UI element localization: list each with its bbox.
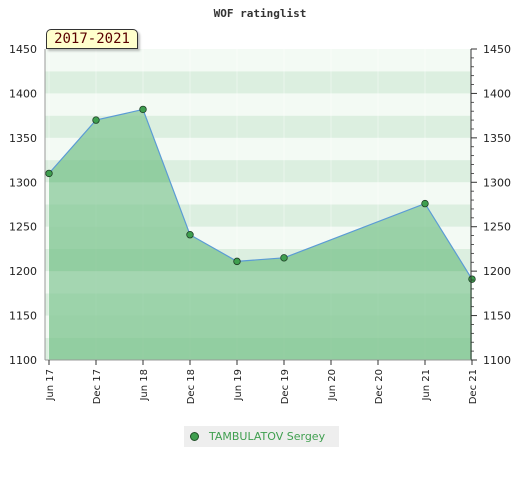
rating-points: [45, 105, 476, 283]
data-point: [280, 254, 288, 262]
axes: [44, 49, 472, 361]
y-axis-right: 1100 1150 1200 1250 1300 1350 1400 1450: [471, 43, 511, 367]
legend-marker-icon: [190, 432, 199, 441]
x-tick-label: Jun 17: [45, 369, 56, 402]
area-stripe: [49, 271, 471, 316]
x-tick-label: Dec 21: [468, 369, 479, 404]
data-point: [45, 169, 53, 178]
data-point: [92, 116, 100, 124]
x-tick-label: Jun 21: [421, 369, 432, 402]
data-point: [468, 275, 476, 283]
area-fill: [49, 109, 472, 361]
period-label: 2017-2021: [46, 29, 138, 49]
x-tick-label: Dec 17: [92, 369, 103, 404]
y-tick-label-left: 1300: [9, 176, 37, 189]
band: [45, 71, 471, 94]
x-tick-label: Jun 19: [233, 369, 244, 402]
series-line: [48, 108, 473, 280]
x-axis: Jun 17 Dec 17 Jun 18 Dec 18 Jun 19 Dec 19 Jun …: [45, 360, 479, 404]
legend[interactable]: TAMBULATOV Sergey: [184, 426, 339, 447]
y-tick-label-left: 1350: [9, 132, 37, 145]
y-tick-label-right: 1200: [483, 265, 511, 278]
y-tick-label-left: 1100: [9, 354, 37, 367]
x-tick-label: Dec 18: [186, 369, 197, 404]
y-tick-label-right: 1250: [483, 221, 511, 234]
chart-title: WOF ratinglist: [214, 7, 307, 20]
y-tick-label-right: 1450: [483, 43, 511, 56]
band: [45, 93, 471, 116]
x-tick-label: Jun 18: [139, 369, 150, 402]
y-tick-label-left: 1400: [9, 87, 37, 100]
y-tick-label-left: 1250: [9, 221, 37, 234]
x-tick-label: Dec 19: [280, 369, 291, 404]
data-point: [233, 257, 241, 266]
x-tick-label: Dec 20: [374, 369, 385, 404]
y-tick-label-right: 1300: [483, 176, 511, 189]
y-tick-label-left: 1200: [9, 265, 37, 278]
data-point: [186, 231, 194, 239]
rating-line: [48, 108, 473, 280]
y-axis-left: 1100 1150 1200 1250 1300 1350 1400 1450: [9, 43, 37, 367]
area-stripe: [49, 315, 471, 360]
y-tick-label-right: 1350: [483, 132, 511, 145]
data-point: [139, 105, 147, 114]
x-tick-label: Jun 20: [327, 369, 338, 402]
y-tick-label-right: 1400: [483, 87, 511, 100]
y-tick-label-right: 1100: [483, 354, 511, 367]
y-tick-label-left: 1450: [9, 43, 37, 56]
data-point: [421, 199, 429, 208]
band: [45, 49, 471, 72]
y-tick-label-left: 1150: [9, 310, 37, 323]
legend-series-name: TAMBULATOV Sergey: [209, 430, 326, 443]
y-tick-label-right: 1150: [483, 310, 511, 323]
